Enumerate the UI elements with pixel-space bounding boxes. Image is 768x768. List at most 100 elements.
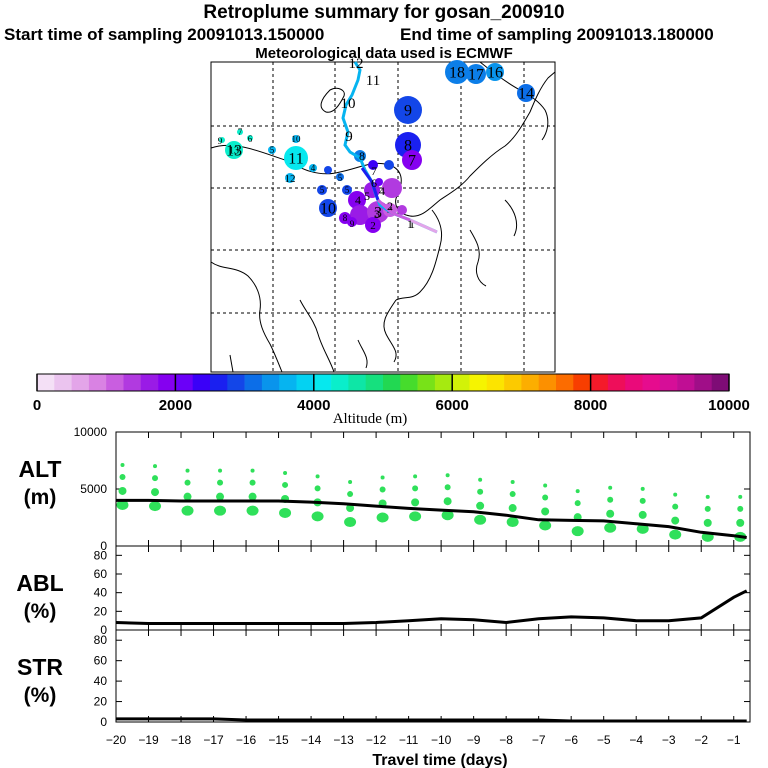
alt-scatter-point bbox=[571, 526, 584, 537]
alt-scatter-point bbox=[441, 510, 454, 521]
plume-label: 5 bbox=[338, 173, 343, 183]
x-tick-label: −4 bbox=[629, 733, 643, 747]
panel-abl: ABL (%) 0 20 40 60 80 bbox=[16, 545, 751, 637]
colorbar-swatch bbox=[140, 374, 159, 391]
alt-scatter-point bbox=[506, 517, 519, 528]
alt-scatter-point bbox=[314, 485, 321, 492]
colorbar-swatch bbox=[521, 374, 539, 391]
alt-scatter-point bbox=[409, 511, 422, 522]
colorbar-tick-label: 4000 bbox=[297, 397, 330, 414]
alt-scatter-point bbox=[541, 507, 550, 516]
colorbar-swatch bbox=[383, 374, 401, 391]
panel-str: STR (%) 0 20 40 60 80 bbox=[17, 629, 751, 729]
start-time-label: Start time of sampling 20091013.150000 bbox=[4, 25, 325, 44]
plume-label: 17 bbox=[468, 67, 484, 84]
plume-cluster bbox=[247, 135, 253, 141]
plume-cluster bbox=[237, 129, 243, 135]
panel-unit-label: (m) bbox=[24, 486, 57, 509]
colorbar-swatch bbox=[106, 374, 124, 391]
alt-scatter-point bbox=[443, 497, 452, 506]
alt-scatter-point bbox=[315, 474, 320, 479]
colorbar-swatch bbox=[365, 374, 384, 391]
colorbar-swatch bbox=[123, 374, 142, 391]
end-time-label: End time of sampling 20091013.180000 bbox=[400, 25, 714, 44]
trajectory-label: 3 bbox=[374, 207, 380, 221]
alt-scatter-point bbox=[283, 470, 288, 475]
colorbar-swatch bbox=[244, 374, 263, 391]
alt-scatter-point bbox=[606, 509, 615, 518]
alt-scatter-point bbox=[445, 473, 450, 478]
plume-cluster bbox=[225, 141, 243, 159]
plume-cluster bbox=[354, 150, 366, 162]
alt-scatter-point bbox=[282, 481, 289, 488]
alt-scatter-point bbox=[736, 518, 745, 527]
colorbar-swatch bbox=[625, 374, 643, 391]
plume-cluster bbox=[342, 185, 352, 195]
alt-scatter-point bbox=[380, 475, 385, 480]
panel-label: ALT bbox=[18, 456, 61, 482]
plume-cluster bbox=[347, 217, 357, 227]
colorbar-axis-label: Altitude (m) bbox=[333, 411, 408, 427]
x-tick-label: −2 bbox=[694, 733, 708, 747]
plume-cluster bbox=[445, 60, 469, 84]
panel-frame bbox=[115, 431, 751, 547]
alt-scatter-point bbox=[474, 514, 487, 525]
plume-cluster bbox=[336, 173, 344, 181]
x-tick-label: −13 bbox=[333, 733, 354, 747]
alt-scatter-point bbox=[346, 504, 355, 513]
alt-scatter-point bbox=[704, 505, 711, 512]
x-tick-label: −7 bbox=[532, 733, 546, 747]
colorbar-swatch bbox=[88, 374, 107, 391]
series-line bbox=[116, 498, 747, 539]
alt-scatter-point bbox=[153, 464, 158, 469]
series-line bbox=[116, 717, 747, 723]
colorbar-tick-label: 2000 bbox=[159, 397, 192, 414]
colorbar-swatch bbox=[227, 374, 245, 391]
colorbar-swatch bbox=[486, 374, 505, 391]
plume-label: 1 bbox=[409, 217, 415, 231]
alt-scatter-point bbox=[669, 529, 682, 540]
panel-frame bbox=[115, 629, 751, 723]
alt-scatter-point bbox=[444, 484, 451, 491]
alt-scatter-point bbox=[249, 479, 256, 486]
x-tick-label: −11 bbox=[399, 733, 419, 747]
plume-label: 8 bbox=[343, 213, 348, 223]
trajectory-label: 7 bbox=[371, 164, 377, 178]
colorbar-swatch bbox=[504, 374, 522, 391]
alt-scatter-point bbox=[116, 499, 129, 510]
alt-scatter-point bbox=[574, 500, 581, 507]
colorbar-swatch bbox=[54, 374, 72, 391]
colorbar-tick-label: 8000 bbox=[574, 397, 607, 414]
y-tick-label: 80 bbox=[94, 548, 108, 562]
plume-cluster bbox=[517, 84, 535, 102]
x-axis-title: Travel time (days) bbox=[372, 752, 507, 768]
trajectory-segment bbox=[360, 167, 380, 201]
plume-cluster bbox=[219, 137, 225, 143]
plume-cluster bbox=[466, 64, 486, 84]
colorbar-swatch bbox=[192, 374, 211, 391]
trajectory-line bbox=[341, 61, 438, 234]
plume-label: 7 bbox=[408, 153, 416, 170]
plume-label: 10 bbox=[292, 134, 302, 144]
alt-scatter-point bbox=[510, 480, 515, 485]
alt-scatter-point bbox=[636, 523, 649, 534]
x-tick-label: −8 bbox=[499, 733, 513, 747]
trajectory-label: 11 bbox=[366, 73, 380, 89]
x-tick-label: −14 bbox=[301, 733, 322, 747]
plume-label: 11 bbox=[288, 151, 303, 168]
alt-scatter-point bbox=[183, 492, 192, 501]
trajectory-label: 12 bbox=[349, 56, 364, 72]
colorbar-swatch bbox=[573, 374, 591, 391]
alt-scatter-point bbox=[539, 520, 552, 531]
plume-cluster bbox=[348, 191, 366, 209]
plume-label: 2 bbox=[370, 220, 376, 232]
x-tick-label: −15 bbox=[268, 733, 289, 747]
trajectory-label: 5 bbox=[364, 189, 370, 203]
alt-scatter-point bbox=[152, 475, 159, 482]
time-series-panels: ALT (m) 0 5000 10000 ABL (%) 0 20 40 60 80 STR (%) 0 20… bbox=[16, 425, 751, 747]
alt-scatter-point bbox=[120, 462, 125, 467]
colorbar-swatch bbox=[37, 374, 55, 391]
colorbar-tick-label: 10000 bbox=[708, 397, 750, 414]
trajectory-label: 10 bbox=[341, 96, 356, 112]
